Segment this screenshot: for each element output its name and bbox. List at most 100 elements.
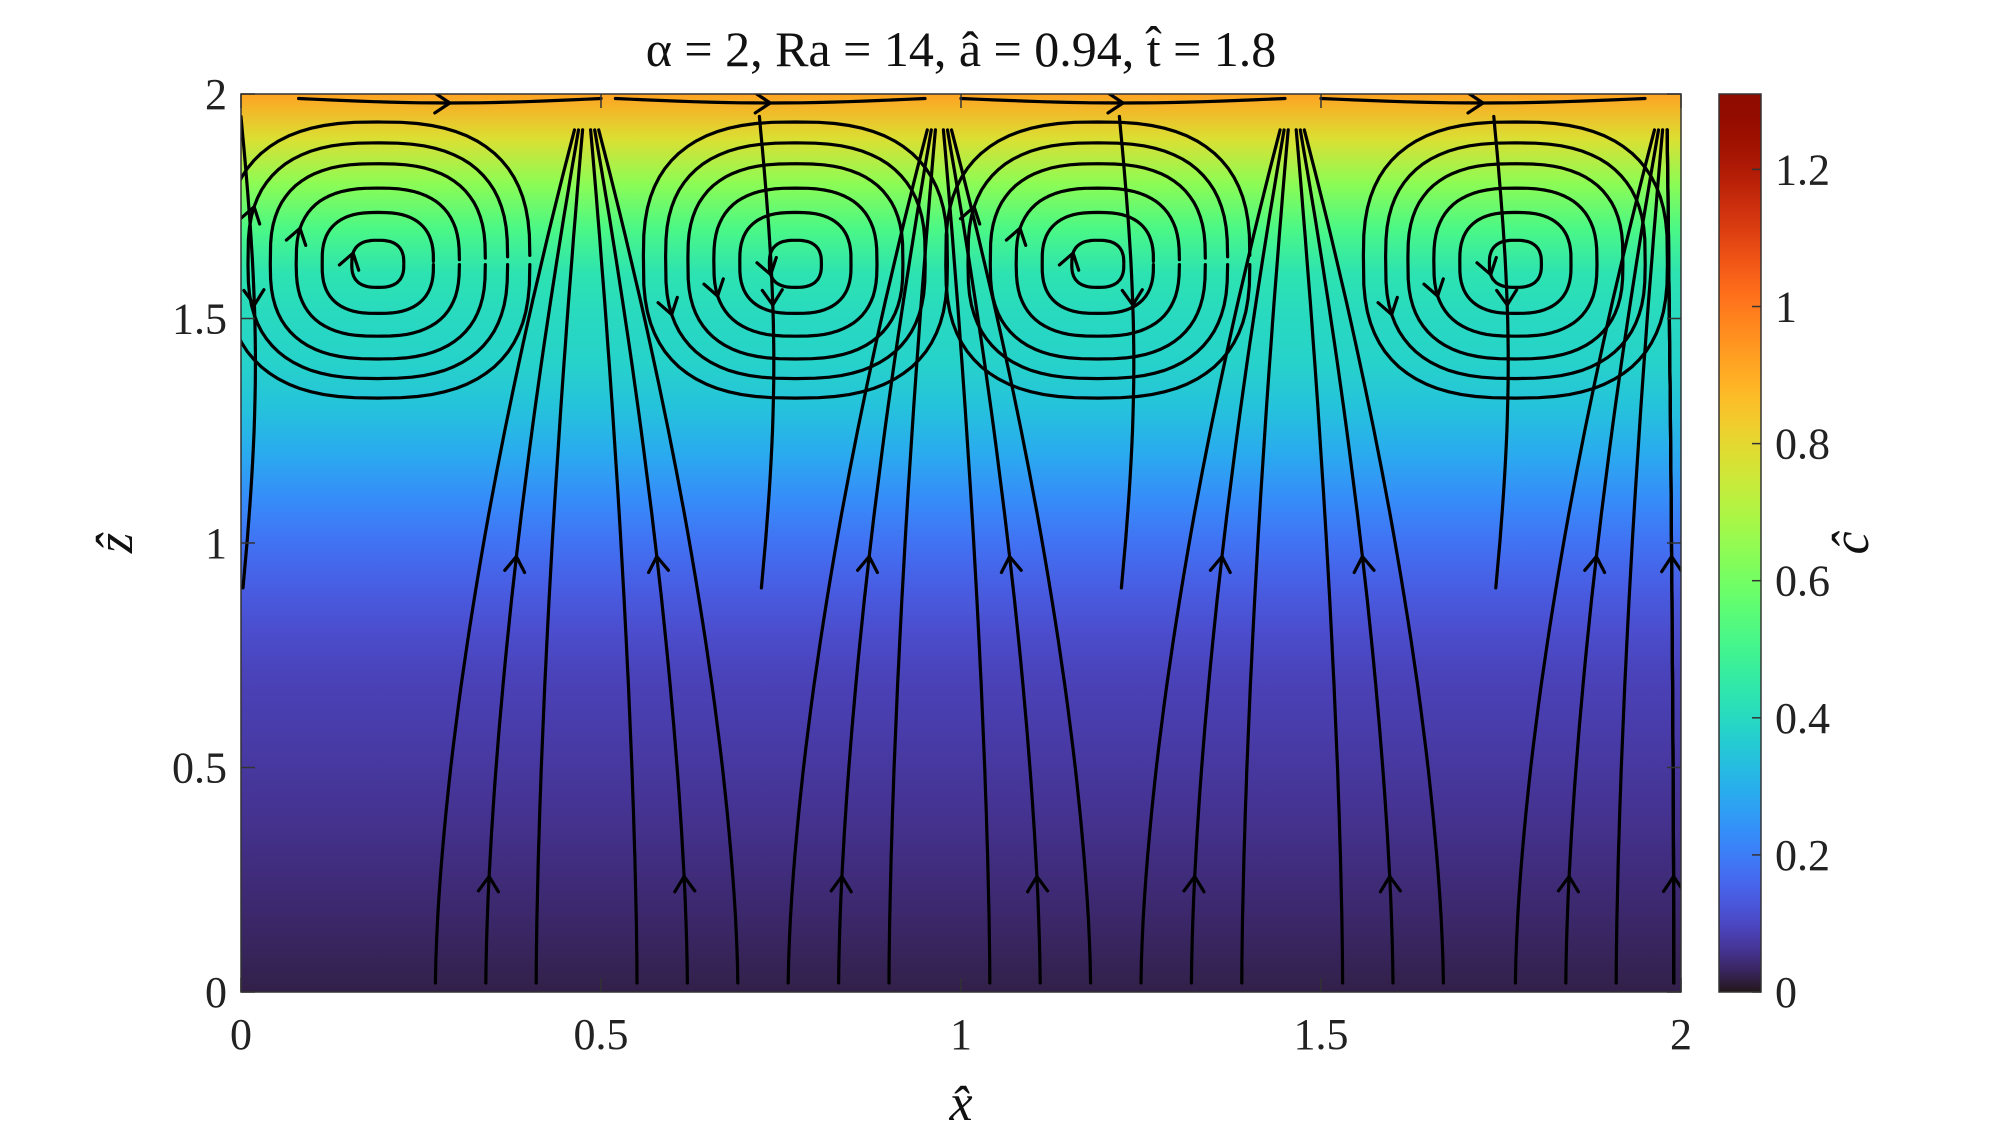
cell-streamline bbox=[641, 120, 949, 400]
plume-arrow bbox=[1378, 874, 1402, 894]
cell-arrow bbox=[337, 251, 361, 272]
descending-arrow bbox=[760, 288, 784, 307]
cell-arrow bbox=[702, 277, 725, 298]
y-tick-label: 2 bbox=[205, 70, 227, 119]
plume-arrow bbox=[856, 554, 879, 575]
cell-streamline bbox=[320, 210, 435, 315]
descending-streamline bbox=[757, 114, 776, 590]
plume-arrow bbox=[647, 554, 670, 575]
descending-arrow bbox=[242, 288, 266, 307]
colorbar-tick-label: 0 bbox=[1775, 968, 1797, 1017]
top-arrow bbox=[1106, 94, 1125, 115]
cell-streamline bbox=[686, 162, 905, 361]
y-axis-label: ẑ bbox=[87, 532, 144, 554]
cell-streamline bbox=[1458, 210, 1573, 315]
descending-arrow bbox=[1120, 288, 1144, 307]
x-tick-label: 2 bbox=[1670, 1010, 1692, 1059]
plume-streamline bbox=[433, 128, 577, 985]
top-arrow bbox=[753, 94, 772, 115]
plume-streamline bbox=[887, 128, 937, 985]
y-tick-label: 1.5 bbox=[172, 295, 227, 344]
colorbar-label: ĉ bbox=[1823, 531, 1880, 555]
plume-arrow bbox=[829, 874, 853, 894]
x-tick-label: 0 bbox=[230, 1010, 252, 1059]
cell-streamline bbox=[1406, 162, 1625, 361]
y-tick-label: 0.5 bbox=[172, 744, 227, 793]
descending-arrow bbox=[1495, 288, 1519, 307]
plume-streamline bbox=[597, 128, 740, 985]
colorbar-tick-label: 0.2 bbox=[1775, 831, 1830, 880]
cell-streamline bbox=[294, 186, 461, 338]
y-tick-label: 0 bbox=[205, 968, 227, 1017]
colorbar-ticks: 0 0.2 0.4 0.6 0.8 1 1.2 bbox=[1752, 145, 1830, 1017]
cell-streamline bbox=[350, 238, 406, 289]
cell-streamline bbox=[1014, 186, 1181, 338]
cell-streamline bbox=[1040, 210, 1155, 315]
streamlines bbox=[241, 94, 1681, 985]
cell-arrow bbox=[656, 295, 679, 317]
colorbar-scale bbox=[1718, 93, 1762, 993]
cell-streamline bbox=[1070, 238, 1126, 289]
x-tick-label: 1 bbox=[950, 1010, 972, 1059]
top-arrow bbox=[433, 94, 452, 115]
cell-arrow bbox=[1475, 255, 1498, 277]
top-arrow bbox=[1466, 94, 1485, 115]
plume-streamline bbox=[1139, 128, 1282, 985]
plume-arrow bbox=[1352, 554, 1376, 575]
plume-arrow bbox=[476, 874, 500, 894]
colorbar-tick-label: 0.4 bbox=[1775, 694, 1830, 743]
cell-streamline bbox=[268, 162, 487, 361]
plume-streamline bbox=[949, 128, 1093, 985]
cell-arrow bbox=[284, 226, 308, 247]
cell-streamline bbox=[712, 186, 879, 338]
descending-streamline bbox=[1117, 114, 1136, 590]
plume-streamline bbox=[1294, 128, 1345, 985]
plume-arrow bbox=[503, 554, 527, 575]
cell-streamline bbox=[966, 141, 1230, 381]
cell-streamline bbox=[1361, 120, 1669, 400]
plume-arrow bbox=[1583, 554, 1607, 575]
cell-streamline bbox=[988, 162, 1207, 361]
descending-streamline bbox=[241, 114, 257, 590]
colorbar-tick-label: 0.8 bbox=[1775, 420, 1830, 469]
x-axis-ticks: 0 0.5 1 1.5 2 bbox=[230, 94, 1692, 1059]
descending-streamline bbox=[1492, 114, 1510, 590]
plume-streamline bbox=[1513, 128, 1657, 985]
cell-streamline bbox=[246, 141, 510, 381]
y-axis-ticks: 0 0.5 1 1.5 2 bbox=[172, 70, 1681, 1017]
concentration-field bbox=[241, 94, 1681, 992]
cell-arrow bbox=[1004, 226, 1028, 247]
plume-arrow bbox=[673, 874, 697, 894]
plume-arrow bbox=[1208, 554, 1232, 575]
cell-streamline bbox=[1487, 238, 1543, 289]
cell-arrow bbox=[241, 205, 262, 226]
plume-streamline bbox=[1614, 128, 1665, 985]
plot-area bbox=[240, 93, 1682, 993]
cell-arrow bbox=[1376, 295, 1399, 317]
plume-streamline bbox=[1240, 128, 1290, 985]
cell-arrow bbox=[958, 205, 982, 226]
plume-arrow bbox=[1026, 874, 1050, 894]
plume-streamline bbox=[534, 128, 585, 985]
plume-streamline bbox=[941, 128, 992, 985]
cell-streamline bbox=[241, 120, 532, 400]
chart-title: α = 2, Ra = 14, â = 0.94, t̂ = 1.8 bbox=[646, 21, 1277, 77]
plume-arrow bbox=[999, 554, 1023, 575]
colorbar: 0 0.2 0.4 0.6 0.8 1 1.2 ĉ bbox=[1718, 93, 1880, 1017]
x-tick-label: 0.5 bbox=[574, 1010, 629, 1059]
plume-streamline bbox=[786, 128, 929, 985]
cell-streamline bbox=[738, 210, 853, 315]
colorbar-tick-label: 1 bbox=[1775, 283, 1797, 332]
colorbar-tick-label: 1.2 bbox=[1775, 145, 1830, 194]
cell-arrow bbox=[1422, 277, 1445, 298]
x-axis-label: x̂ bbox=[948, 1075, 972, 1132]
cell-arrow bbox=[1057, 251, 1081, 272]
plume-streamline bbox=[589, 128, 639, 985]
plume-arrow bbox=[1556, 874, 1580, 894]
plume-streamline bbox=[1665, 128, 1676, 985]
cell-streamline bbox=[1384, 141, 1647, 381]
colorbar-tick-label: 0.6 bbox=[1775, 557, 1830, 606]
x-tick-label: 1.5 bbox=[1294, 1010, 1349, 1059]
plume-streamline bbox=[1302, 128, 1445, 985]
